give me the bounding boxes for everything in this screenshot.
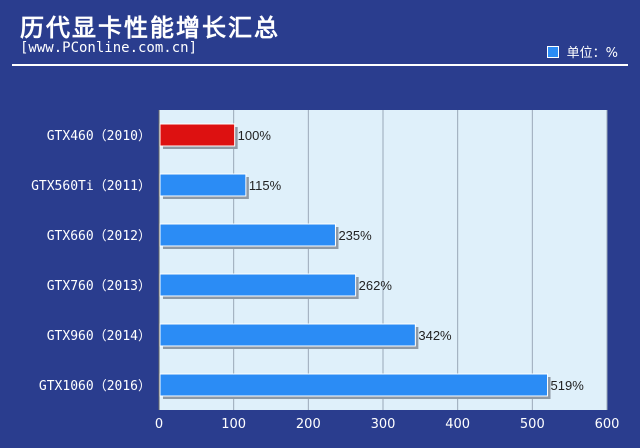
- bar: [159, 173, 247, 197]
- unit-label: 单位：%: [566, 46, 618, 61]
- category-label: GTX1060（2016）: [39, 379, 151, 394]
- bar: [159, 373, 549, 397]
- category-label: GTX960（2014）: [47, 329, 151, 344]
- category-label: GTX560Ti（2011）: [31, 179, 151, 194]
- source-url: [www.PConline.com.cn]: [20, 40, 198, 56]
- data-label: 100%: [238, 128, 272, 143]
- x-tick-label: 0: [155, 417, 163, 432]
- unit-legend: 单位：%: [546, 42, 618, 61]
- bar: [159, 273, 357, 297]
- x-tick-label: 400: [445, 417, 470, 432]
- bar: [159, 323, 416, 347]
- x-tick-label: 100: [221, 417, 246, 432]
- x-tick-label: 600: [595, 417, 620, 432]
- x-tick-label: 200: [296, 417, 321, 432]
- data-label: 519%: [551, 378, 585, 393]
- data-label: 342%: [418, 328, 452, 343]
- legend-swatch: [546, 45, 559, 58]
- data-label: 262%: [359, 278, 393, 293]
- bar: [159, 123, 236, 147]
- data-label: 115%: [249, 178, 282, 193]
- header-divider: [12, 64, 628, 66]
- bar: [159, 223, 336, 247]
- x-tick-label: 500: [520, 417, 545, 432]
- category-label: GTX460（2010）: [47, 129, 151, 144]
- chart-title: 历代显卡性能增长汇总: [20, 14, 280, 42]
- data-label: 235%: [338, 228, 372, 243]
- category-label: GTX660（2012）: [47, 229, 151, 244]
- x-tick-label: 300: [371, 417, 396, 432]
- category-label: GTX760（2013）: [47, 279, 151, 294]
